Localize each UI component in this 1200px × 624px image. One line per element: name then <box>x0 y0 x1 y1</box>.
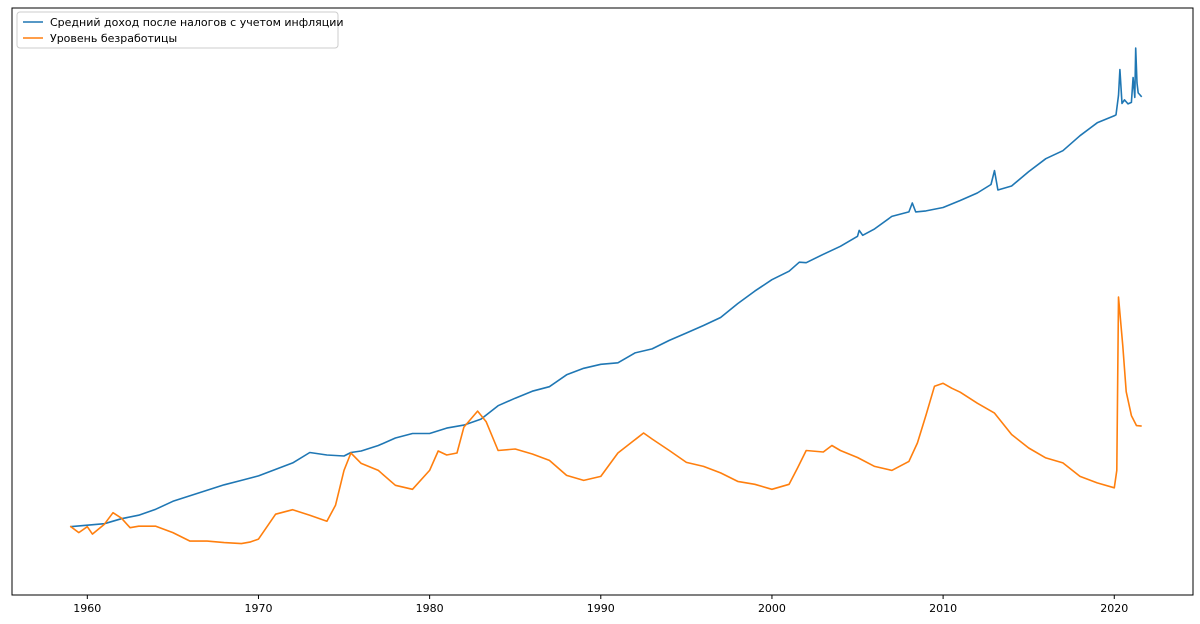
x-tick-label-1980: 1980 <box>416 602 444 615</box>
x-tick-label-1970: 1970 <box>244 602 272 615</box>
x-tick-label-2020: 2020 <box>1100 602 1128 615</box>
series-layer <box>69 47 1143 545</box>
legend-label-unemployment: Уровень безработицы <box>50 32 177 45</box>
legend-box <box>16 11 339 49</box>
legend: Средний доход после налогов с учетом инф… <box>16 11 344 49</box>
x-axis: 1960 1970 1980 1990 2000 2010 2020 <box>73 595 1128 615</box>
x-tick-label-1960: 1960 <box>73 602 101 615</box>
x-tick-label-2000: 2000 <box>758 602 786 615</box>
series-line-unemployment <box>69 296 1142 545</box>
x-tick-label-1990: 1990 <box>587 602 615 615</box>
series-line-income <box>70 47 1143 528</box>
plot-area <box>11 7 1194 596</box>
legend-label-income: Средний доход после налогов с учетом инф… <box>50 16 344 29</box>
x-tick-label-2010: 2010 <box>929 602 957 615</box>
